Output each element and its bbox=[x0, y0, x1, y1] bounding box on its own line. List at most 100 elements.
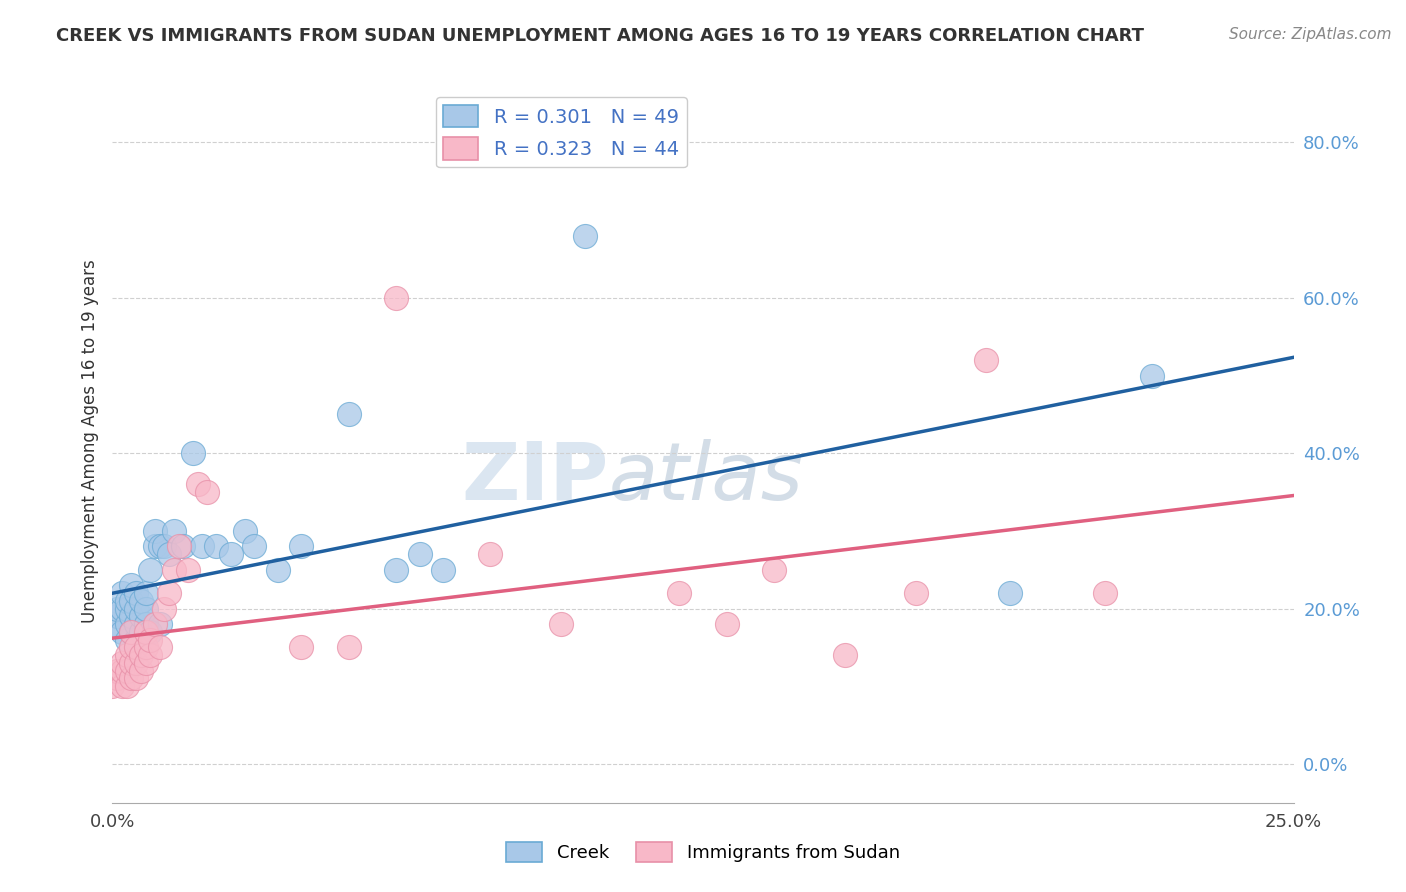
Point bbox=[135, 656, 157, 670]
Point bbox=[149, 640, 172, 655]
Text: ZIP: ZIP bbox=[461, 439, 609, 516]
Point bbox=[135, 617, 157, 632]
Point bbox=[153, 540, 176, 554]
Point bbox=[143, 617, 166, 632]
Point bbox=[120, 624, 142, 639]
Point bbox=[834, 648, 856, 663]
Point bbox=[139, 648, 162, 663]
Point bbox=[115, 648, 138, 663]
Point bbox=[129, 648, 152, 663]
Point bbox=[129, 664, 152, 678]
Point bbox=[191, 540, 214, 554]
Point bbox=[337, 408, 360, 422]
Point bbox=[135, 640, 157, 655]
Point bbox=[125, 640, 148, 655]
Point bbox=[432, 563, 454, 577]
Point bbox=[111, 679, 134, 693]
Point bbox=[243, 540, 266, 554]
Legend: Creek, Immigrants from Sudan: Creek, Immigrants from Sudan bbox=[499, 834, 907, 870]
Point bbox=[290, 540, 312, 554]
Point bbox=[115, 664, 138, 678]
Point bbox=[129, 624, 152, 639]
Point bbox=[167, 540, 190, 554]
Point bbox=[139, 563, 162, 577]
Point bbox=[143, 540, 166, 554]
Point bbox=[125, 601, 148, 615]
Point bbox=[105, 609, 128, 624]
Point bbox=[153, 601, 176, 615]
Point bbox=[120, 640, 142, 655]
Point bbox=[233, 524, 256, 538]
Point bbox=[129, 594, 152, 608]
Point bbox=[143, 524, 166, 538]
Point bbox=[120, 609, 142, 624]
Point bbox=[716, 617, 738, 632]
Point bbox=[219, 547, 242, 561]
Point bbox=[101, 679, 124, 693]
Point bbox=[125, 632, 148, 647]
Point bbox=[135, 624, 157, 639]
Point bbox=[125, 586, 148, 600]
Point bbox=[163, 524, 186, 538]
Point bbox=[904, 586, 927, 600]
Point bbox=[120, 656, 142, 670]
Point bbox=[205, 540, 228, 554]
Point bbox=[111, 624, 134, 639]
Point bbox=[177, 563, 200, 577]
Point bbox=[125, 672, 148, 686]
Point bbox=[101, 617, 124, 632]
Text: Source: ZipAtlas.com: Source: ZipAtlas.com bbox=[1229, 27, 1392, 42]
Point bbox=[139, 632, 162, 647]
Point bbox=[120, 624, 142, 639]
Point bbox=[120, 578, 142, 592]
Text: atlas: atlas bbox=[609, 439, 803, 516]
Point bbox=[186, 477, 208, 491]
Point bbox=[337, 640, 360, 655]
Point bbox=[115, 617, 138, 632]
Legend: R = 0.301   N = 49, R = 0.323   N = 44: R = 0.301 N = 49, R = 0.323 N = 44 bbox=[436, 97, 688, 168]
Point bbox=[139, 624, 162, 639]
Point bbox=[149, 540, 172, 554]
Point bbox=[149, 617, 172, 632]
Point bbox=[574, 228, 596, 243]
Point bbox=[105, 601, 128, 615]
Point bbox=[290, 640, 312, 655]
Point bbox=[125, 656, 148, 670]
Point bbox=[976, 353, 998, 368]
Point bbox=[157, 586, 180, 600]
Point bbox=[550, 617, 572, 632]
Point bbox=[115, 601, 138, 615]
Point bbox=[385, 291, 408, 305]
Point bbox=[668, 586, 690, 600]
Point bbox=[172, 540, 194, 554]
Point bbox=[125, 617, 148, 632]
Point bbox=[385, 563, 408, 577]
Point bbox=[120, 672, 142, 686]
Text: CREEK VS IMMIGRANTS FROM SUDAN UNEMPLOYMENT AMONG AGES 16 TO 19 YEARS CORRELATIO: CREEK VS IMMIGRANTS FROM SUDAN UNEMPLOYM… bbox=[56, 27, 1144, 45]
Point bbox=[267, 563, 290, 577]
Point bbox=[157, 547, 180, 561]
Point bbox=[181, 446, 204, 460]
Point bbox=[998, 586, 1021, 600]
Point bbox=[115, 632, 138, 647]
Point bbox=[111, 586, 134, 600]
Point bbox=[135, 586, 157, 600]
Point bbox=[129, 609, 152, 624]
Point bbox=[479, 547, 502, 561]
Point bbox=[135, 601, 157, 615]
Point bbox=[111, 601, 134, 615]
Point bbox=[408, 547, 430, 561]
Point bbox=[163, 563, 186, 577]
Point bbox=[105, 664, 128, 678]
Point bbox=[105, 672, 128, 686]
Point bbox=[115, 594, 138, 608]
Point bbox=[195, 485, 218, 500]
Point bbox=[120, 594, 142, 608]
Point bbox=[111, 656, 134, 670]
Point bbox=[1140, 368, 1163, 383]
Y-axis label: Unemployment Among Ages 16 to 19 years: Unemployment Among Ages 16 to 19 years bbox=[80, 260, 98, 624]
Point bbox=[762, 563, 785, 577]
Point bbox=[1094, 586, 1116, 600]
Point bbox=[111, 664, 134, 678]
Point bbox=[115, 679, 138, 693]
